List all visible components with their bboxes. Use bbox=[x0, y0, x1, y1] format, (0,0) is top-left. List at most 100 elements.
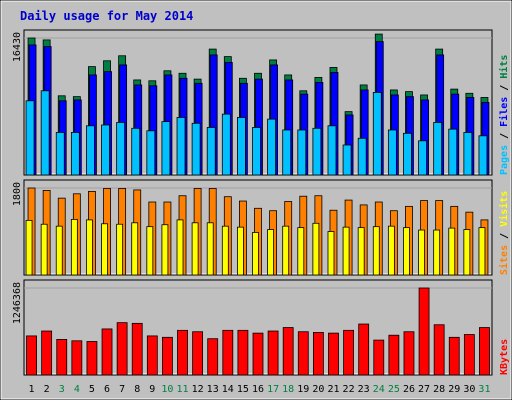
day-label-20: 20 bbox=[312, 384, 324, 395]
bar-visits-4 bbox=[70, 219, 78, 276]
bar-visits-8 bbox=[131, 222, 139, 276]
bar-kbytes-31 bbox=[479, 327, 490, 376]
axis-label-part: Sites bbox=[498, 245, 510, 275]
bar-visits-24 bbox=[372, 226, 380, 276]
max-label-kbytes: 1246368 bbox=[12, 282, 23, 324]
axis-label-part: Pages bbox=[499, 145, 510, 175]
bar-visits-3 bbox=[55, 225, 63, 276]
bar-visits-30 bbox=[463, 229, 471, 276]
bar-kbytes-22 bbox=[343, 329, 354, 376]
bar-pages-16 bbox=[252, 127, 261, 176]
bar-visits-1 bbox=[25, 219, 33, 276]
bar-kbytes-29 bbox=[448, 336, 460, 376]
day-label-28: 28 bbox=[433, 384, 445, 395]
bar-pages-21 bbox=[327, 125, 337, 176]
bar-visits-26 bbox=[403, 227, 410, 276]
bar-pages-13 bbox=[206, 127, 216, 176]
bar-visits-13 bbox=[206, 222, 214, 276]
bar-kbytes-5 bbox=[86, 341, 98, 376]
axis-label-part: KBytes bbox=[499, 339, 510, 375]
day-label-11: 11 bbox=[176, 384, 188, 395]
bar-kbytes-26 bbox=[403, 331, 415, 376]
day-label-15: 15 bbox=[237, 384, 249, 395]
panel-visitors: 1800 Sites / Visits bbox=[12, 179, 510, 276]
axis-label-visitors: Sites / Visits bbox=[498, 191, 510, 275]
bar-kbytes-20 bbox=[312, 332, 324, 376]
bar-pages-29 bbox=[448, 128, 458, 176]
bar-pages-26 bbox=[403, 132, 412, 176]
bar-pages-11 bbox=[176, 117, 186, 176]
day-label-5: 5 bbox=[89, 384, 95, 395]
bar-visits-9 bbox=[146, 226, 154, 276]
day-label-8: 8 bbox=[134, 384, 140, 395]
axis-label-separator: / bbox=[499, 227, 510, 245]
bar-kbytes-9 bbox=[146, 335, 158, 376]
day-label-23: 23 bbox=[358, 384, 370, 395]
axis-label-part: Hits bbox=[498, 55, 510, 79]
axis-label-part: Files bbox=[498, 97, 510, 127]
day-label-31: 31 bbox=[478, 384, 490, 395]
bar-kbytes-30 bbox=[463, 334, 475, 376]
bar-pages-20 bbox=[312, 127, 322, 176]
day-label-22: 22 bbox=[343, 384, 355, 395]
bar-kbytes-23 bbox=[358, 323, 370, 376]
bar-pages-17 bbox=[267, 118, 276, 176]
bar-pages-2 bbox=[40, 90, 50, 176]
bar-visits-16 bbox=[252, 232, 259, 276]
day-label-25: 25 bbox=[388, 384, 400, 395]
bar-kbytes-6 bbox=[101, 328, 113, 376]
bar-visits-11 bbox=[176, 219, 184, 276]
bar-pages-3 bbox=[55, 132, 65, 176]
bar-visits-28 bbox=[433, 229, 441, 276]
day-label-19: 19 bbox=[297, 384, 309, 395]
axis-label-separator: / bbox=[499, 127, 510, 145]
bar-kbytes-11 bbox=[177, 329, 188, 376]
bar-visits-31 bbox=[478, 227, 486, 276]
bar-kbytes-17 bbox=[267, 330, 279, 376]
day-label-17: 17 bbox=[267, 384, 279, 395]
bar-visits-21 bbox=[327, 231, 335, 276]
bar-pages-10 bbox=[161, 121, 171, 176]
bar-pages-24 bbox=[372, 92, 382, 176]
day-label-27: 27 bbox=[418, 384, 430, 395]
bar-visits-19 bbox=[297, 227, 305, 276]
panel-kbytes: 1246368 KBytes bbox=[12, 279, 510, 376]
bar-pages-8 bbox=[131, 127, 141, 176]
bar-visits-29 bbox=[448, 227, 456, 276]
bar-pages-14 bbox=[221, 113, 231, 176]
chart-title: Daily usage for May 2014 bbox=[20, 9, 193, 23]
bar-visits-22 bbox=[342, 226, 350, 276]
day-label-6: 6 bbox=[104, 384, 110, 395]
bar-kbytes-21 bbox=[328, 332, 339, 376]
bar-pages-9 bbox=[146, 130, 156, 176]
panel-traffic: 16430 Pages / Files / Hits bbox=[12, 29, 510, 176]
day-label-1: 1 bbox=[29, 384, 35, 395]
axis-label-part: Visits bbox=[498, 191, 510, 227]
bar-pages-30 bbox=[463, 132, 473, 176]
bar-kbytes-27 bbox=[418, 287, 430, 376]
bar-visits-2 bbox=[40, 223, 48, 276]
bar-visits-10 bbox=[161, 224, 169, 276]
bar-pages-22 bbox=[342, 144, 352, 176]
bar-pages-23 bbox=[357, 137, 367, 176]
day-label-21: 21 bbox=[327, 384, 339, 395]
bar-kbytes-15 bbox=[237, 329, 249, 376]
bar-visits-7 bbox=[116, 223, 124, 276]
bar-kbytes-10 bbox=[162, 336, 173, 376]
day-label-12: 12 bbox=[192, 384, 204, 395]
bar-pages-25 bbox=[387, 129, 397, 176]
day-label-18: 18 bbox=[282, 384, 294, 395]
bar-pages-15 bbox=[237, 117, 246, 176]
bar-kbytes-4 bbox=[71, 340, 83, 376]
bar-pages-1 bbox=[25, 100, 35, 176]
day-label-7: 7 bbox=[119, 384, 125, 395]
bar-pages-28 bbox=[433, 122, 443, 176]
bar-kbytes-25 bbox=[388, 334, 400, 376]
bar-pages-19 bbox=[297, 129, 307, 176]
bar-visits-15 bbox=[237, 226, 244, 276]
bar-kbytes-3 bbox=[56, 339, 68, 376]
bar-kbytes-14 bbox=[222, 329, 234, 376]
